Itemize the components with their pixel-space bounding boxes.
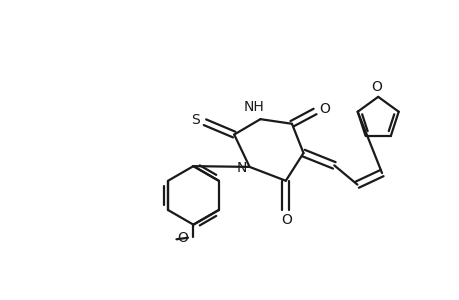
Text: NH: NH — [243, 100, 264, 114]
Text: O: O — [318, 102, 329, 116]
Text: O: O — [280, 213, 291, 227]
Text: O: O — [177, 231, 188, 245]
Text: S: S — [191, 113, 200, 127]
Text: O: O — [370, 80, 381, 94]
Text: N: N — [236, 161, 246, 176]
